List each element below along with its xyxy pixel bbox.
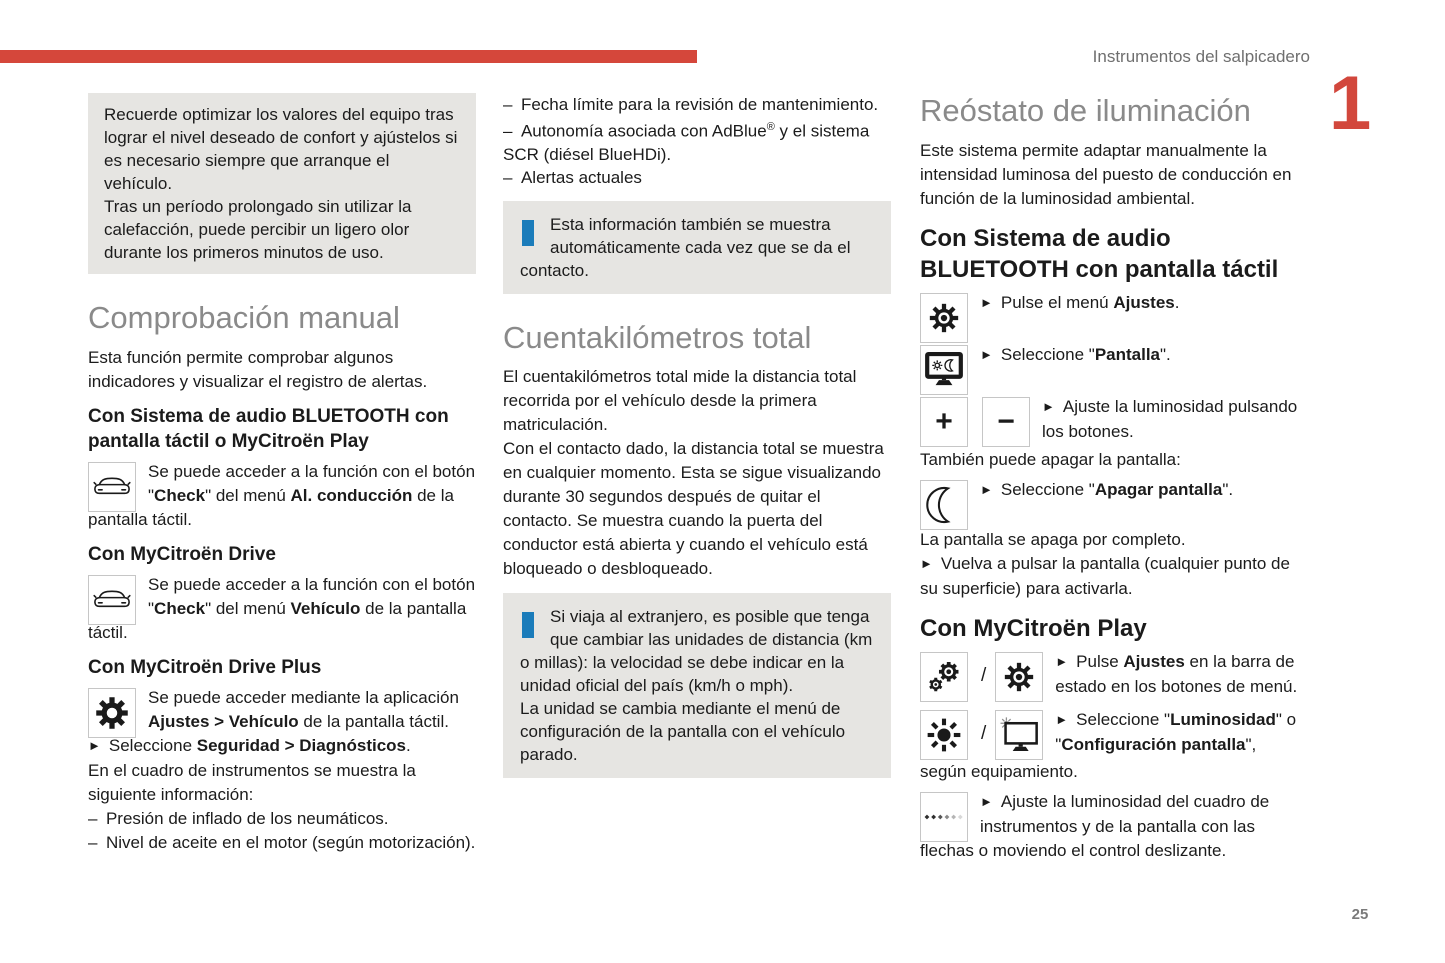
media-text: Se puede acceder a la función con el bot…: [88, 461, 476, 529]
chapter-number: 1: [1329, 61, 1372, 146]
info-box: Esta información también se muestra auto…: [503, 200, 891, 294]
step-rich: Seleccione "Luminosidad" o "Configuració…: [1055, 709, 1297, 754]
moon-icon: [920, 479, 968, 530]
arrow-bullet-icon: ►: [980, 294, 993, 310]
slash-separator: /: [981, 722, 987, 744]
display-day-night-icon: [920, 344, 968, 395]
arrow-bullet-icon: ►: [88, 737, 101, 753]
section-intro: Esta función permite comprobar algunos i…: [88, 347, 428, 391]
arrow-bullet-icon: ►: [980, 481, 993, 497]
step-rich: Pulse Ajustes en la barra de estado en l…: [1055, 651, 1298, 696]
step-row: /: [920, 650, 1312, 702]
subheading-mycitroen-play: Con MyCitroën Play: [920, 614, 1147, 642]
section-title-reostato: Reóstato de iluminación: [920, 93, 1251, 128]
section-intro: Este sistema permite adaptar manualmente…: [920, 140, 1292, 208]
subheading-bluetooth-play: Con Sistema de audio BLUETOOTH con panta…: [88, 405, 449, 452]
media-text: Se puede acceder a la función con el bot…: [88, 574, 476, 642]
info-line: En el cuadro de instrumentos se muestra …: [88, 760, 416, 804]
step-rich: Pulse el menú Ajustes.: [1000, 292, 1180, 312]
action-text: Seleccione Seguridad > Diagnósticos.: [108, 735, 411, 755]
chapter-accent-bar: [0, 50, 697, 63]
note-line: También puede apagar la pantalla:: [920, 449, 1181, 469]
step-plain: Ajuste la luminosidad pulsando los boton…: [1042, 396, 1298, 441]
car-icon: [88, 461, 136, 512]
arrow-bullet-icon: ►: [1042, 398, 1055, 414]
step-row: ► Seleccione "Apagar pantalla".: [920, 478, 1312, 530]
sun-icon: [920, 709, 968, 760]
step-text: ► Pulse el menú Ajustes.: [920, 291, 1312, 316]
step-text: ► Ajuste la luminosidad pulsando los boto…: [920, 395, 1312, 444]
gear-icon: [88, 687, 136, 738]
media-row: Se puede acceder a la función con el bot…: [88, 573, 476, 645]
step-text: ► Seleccione "Pantalla".: [920, 343, 1312, 368]
subheading-bluetooth-tactil: Con Sistema de audio BLUETOOTH con panta…: [920, 224, 1279, 283]
step-row: ► Ajuste la luminosidad del cuadro de ins…: [920, 790, 1312, 863]
section-title-cuentakilometros: Cuentakilómetros total: [503, 319, 812, 355]
subheading-drive: Con MyCitroën Drive: [88, 543, 276, 565]
column-1: Recuerde optimizar los valores del equip…: [88, 93, 476, 855]
slash-separator: /: [981, 664, 987, 686]
info-box: Si viaja al extranjero, es posible que t…: [503, 593, 891, 779]
step-row: ► Seleccione "Pantalla".: [920, 343, 1312, 395]
arrow-bullet-icon: ►: [980, 793, 993, 809]
note-paragraph: Tras un período prolongado sin utilizar …: [104, 197, 412, 262]
note-paragraph: Recuerde optimizar los valores del equip…: [104, 105, 458, 193]
step-plain: Vuelva a pulsar la pantalla (cualquier p…: [920, 553, 1290, 598]
step-text: ► Pulse Ajustes en la barra de estado en …: [920, 650, 1312, 699]
minus-icon: −: [982, 396, 1030, 447]
step-text: ► Seleccione "Luminosidad" o "Configuraci…: [920, 708, 1312, 757]
bullet-item: – Alertas actuales: [503, 167, 642, 187]
note-line: según equipamiento.: [920, 761, 1078, 781]
step-row: + − ► Ajuste la luminosidad pulsando los …: [920, 395, 1312, 447]
arrow-bullet-icon: ►: [980, 346, 993, 362]
page-number: 25: [1351, 906, 1369, 923]
bullet-item: – Autonomía asociada con AdBlue® y el si…: [503, 121, 870, 164]
info-text: La unidad se cambia mediante el menú de …: [520, 699, 846, 765]
bullet-item: – Presión de inflado de los neumáticos.: [88, 808, 389, 828]
note-box: Recuerde optimizar los valores del equip…: [88, 93, 476, 274]
arrow-bullet-icon: ►: [1055, 711, 1069, 727]
settings-gear-icon: [995, 651, 1044, 702]
info-icon: [522, 215, 534, 258]
action-line: ► Vuelva a pulsar la pantalla (cualquier …: [920, 552, 1312, 601]
info-text: Si viaja al extranjero, es posible que t…: [520, 607, 873, 696]
step-plain: Ajuste la luminosidad del cuadro de inst…: [920, 791, 1270, 860]
brightness-slider-icon: [920, 791, 968, 842]
media-row: Se puede acceder a la función con el bot…: [88, 460, 476, 532]
bullet-item: – Nivel de aceite en el motor (según mot…: [88, 832, 476, 852]
step-row: / ► Seleccione "Luminosidad" o "Configura…: [920, 708, 1312, 760]
column-2: – Fecha límite para la revisión de mante…: [503, 93, 891, 779]
bullet-item: – Fecha límite para la revisión de mante…: [503, 95, 879, 114]
info-icon: [522, 607, 534, 650]
note-line: La pantalla se apaga por completo.: [920, 529, 1186, 549]
double-gear-icon: [920, 651, 968, 702]
action-line: ► Seleccione Seguridad > Diagnósticos.: [88, 734, 476, 759]
arrow-bullet-icon: ►: [1055, 653, 1069, 669]
subheading-drive-plus: Con MyCitroën Drive Plus: [88, 656, 322, 678]
media-text: Se puede acceder mediante la aplicación …: [148, 687, 459, 731]
step-text: ► Seleccione "Apagar pantalla".: [920, 478, 1312, 503]
step-row: ► Pulse el menú Ajustes.: [920, 291, 1312, 343]
settings-gear-icon: [920, 292, 968, 343]
display-brightness-icon: [995, 709, 1044, 760]
info-text: Esta información también se muestra auto…: [520, 214, 851, 280]
arrow-bullet-icon: ►: [920, 555, 933, 571]
paragraph: Con el contacto dado, la distancia total…: [503, 439, 884, 579]
paragraph: El cuentakilómetros total mide la distan…: [503, 367, 857, 435]
media-row: Se puede acceder mediante la aplicación …: [88, 686, 476, 738]
step-rich: Seleccione "Pantalla".: [1000, 344, 1171, 364]
step-text: ► Ajuste la luminosidad del cuadro de ins…: [920, 790, 1312, 863]
section-title-comprobacion: Comprobación manual: [88, 300, 400, 335]
plus-icon: +: [920, 396, 968, 447]
car-icon: [88, 574, 136, 625]
running-header: Instrumentos del salpicadero: [1092, 47, 1310, 66]
column-3: Reóstato de iluminación Este sistema per…: [920, 93, 1312, 863]
step-rich: Seleccione "Apagar pantalla".: [1000, 479, 1234, 499]
